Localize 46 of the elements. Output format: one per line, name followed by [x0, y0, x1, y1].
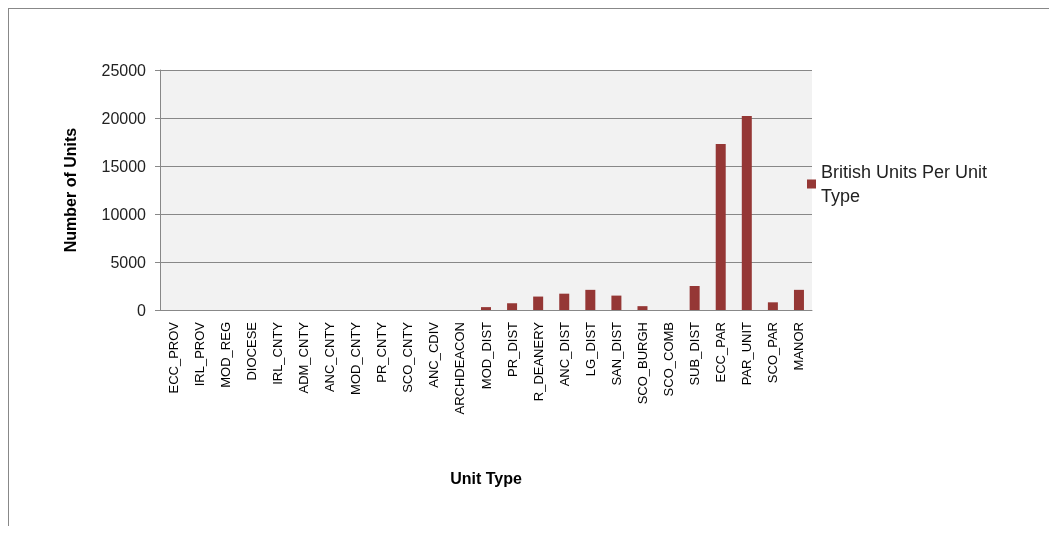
x-tick-label: LG_DIST [582, 321, 598, 377]
x-tick-label: R_DEANERY [530, 321, 546, 402]
bar [559, 293, 570, 310]
x-tick-label: SCO_COMB [661, 322, 677, 397]
bar [533, 296, 544, 310]
x-tick-label: SUB_DIST [687, 321, 703, 386]
y-axis-title: Number of Units [61, 127, 79, 253]
y-tick-label: 15000 [101, 157, 147, 175]
x-tick-label: SCO_CNTY [400, 321, 416, 393]
x-tick-label: ANC_CDIV [426, 321, 442, 388]
x-tick-label: PR_CNTY [374, 321, 390, 383]
y-tick-label: 5000 [110, 253, 147, 271]
x-tick-label: IRL_PROV [191, 321, 207, 387]
x-tick-label: PAR_UNIT [739, 321, 755, 386]
bar [507, 303, 518, 310]
y-tick-label: 25000 [101, 61, 147, 79]
x-axis-title: Unit Type [450, 469, 522, 487]
x-tick-label: ECC_PAR [713, 322, 729, 383]
y-tick-label: 0 [137, 301, 147, 319]
bar [793, 289, 804, 310]
x-tick-label: ANC_DIST [556, 321, 572, 387]
bar [767, 302, 778, 310]
x-tick-label: MOD_DIST [478, 321, 494, 390]
bar [585, 289, 596, 310]
x-tick-label: MOD_CNTY [348, 321, 364, 395]
bar [611, 295, 622, 310]
legend-label: British Units Per Unit Type [821, 162, 993, 206]
x-tick-label: DIOCESE [243, 321, 259, 381]
x-tick-label: IRL_CNTY [269, 321, 285, 385]
x-tick-label: SCO_PAR [765, 322, 781, 384]
y-tick-label: 10000 [101, 205, 147, 223]
x-tick-label: MOD_REG [217, 322, 233, 388]
y-tick-label: 20000 [101, 109, 147, 127]
x-tick-label: SCO_BURGH [634, 322, 650, 405]
x-tick-label: ADM_CNTY [295, 321, 311, 394]
bar [715, 143, 726, 310]
bar [481, 307, 491, 310]
x-tick-label: SAN_DIST [608, 321, 624, 386]
x-tick-label: MANOR [791, 322, 807, 371]
bar [637, 306, 648, 310]
x-tick-label: ARCHDEACON [452, 322, 468, 415]
x-tick-label: ECC_PROV [165, 321, 181, 394]
bar [741, 116, 752, 310]
bar [689, 286, 700, 310]
x-tick-label: ANC_CNTY [322, 321, 338, 393]
x-tick-label: PR_DIST [504, 321, 520, 377]
